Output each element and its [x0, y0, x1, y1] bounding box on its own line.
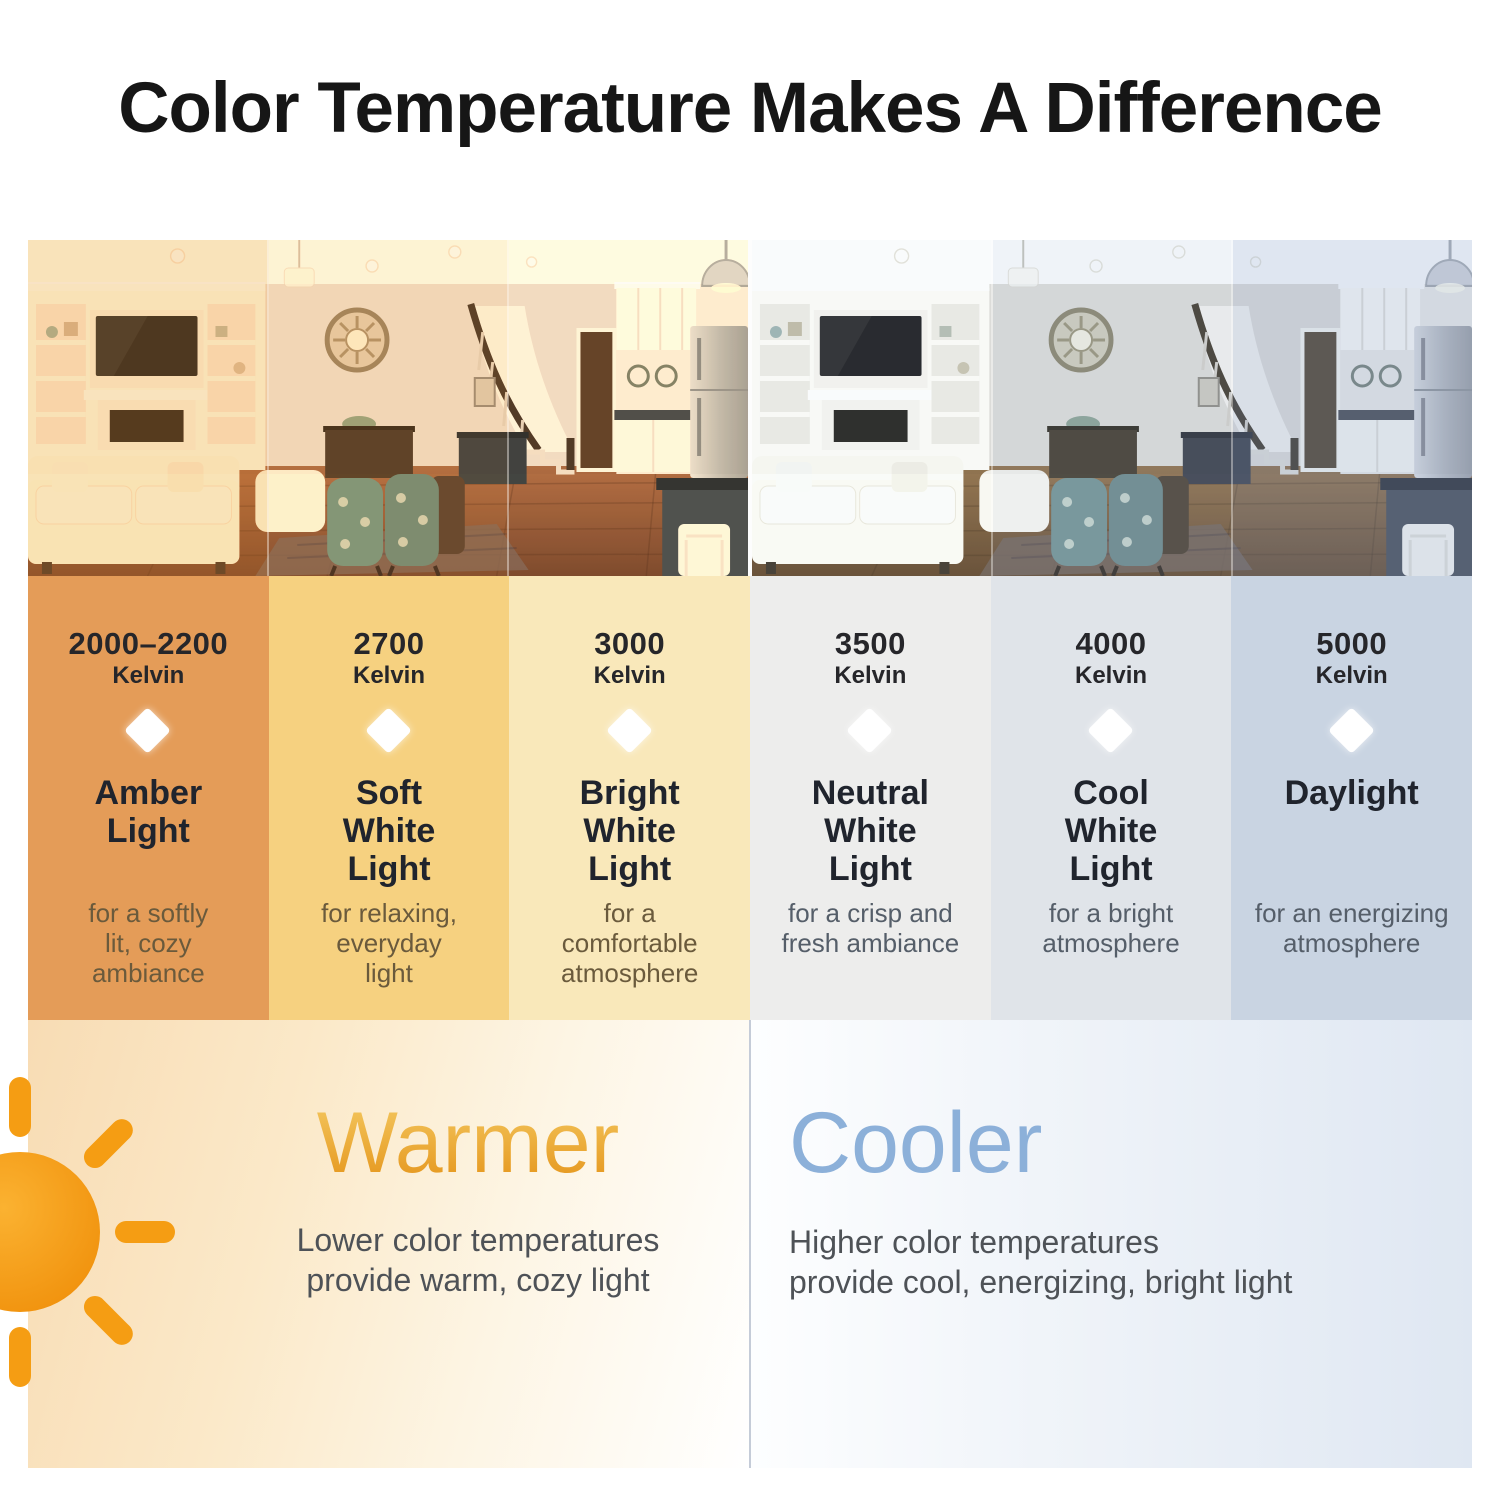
- kelvin-panel-daylight: 5000 Kelvin Daylight for an energizing a…: [1231, 576, 1473, 1020]
- kelvin-unit: Kelvin: [352, 662, 426, 689]
- kelvin-panel-cool-white: 4000 Kelvin Cool White Light for a brigh…: [990, 576, 1232, 1020]
- warmer-section: Warmer Lower color temperatures provide …: [0, 1020, 749, 1468]
- light-type-description: for relaxing, everyday light: [321, 898, 457, 989]
- living-room-illustration: [28, 240, 748, 576]
- kelvin-unit: Kelvin: [1315, 662, 1388, 689]
- diamond-icon: [1327, 707, 1375, 754]
- kelvin-unit: Kelvin: [593, 662, 666, 689]
- kelvin-unit: Kelvin: [112, 662, 185, 689]
- living-room-illustration: [752, 240, 1472, 576]
- warmer-description: Lower color temperatures provide warm, c…: [296, 1222, 660, 1298]
- cooler-heading: Cooler: [789, 1095, 1043, 1191]
- light-type-label: Daylight: [1284, 774, 1419, 812]
- diamond-icon: [605, 707, 653, 754]
- kelvin-value: 2000–2200: [68, 626, 229, 661]
- light-type-label: Amber Light: [94, 774, 203, 851]
- kelvin-panel-soft-white: 2700 Kelvin Soft White Light for relaxin…: [268, 576, 510, 1020]
- sun-icon: [0, 1072, 180, 1392]
- page-title: Color Temperature Makes A Difference: [118, 69, 1382, 148]
- kelvin-value: 3000: [594, 626, 666, 661]
- light-type-label: Bright White Light: [579, 774, 680, 889]
- kelvin-unit: Kelvin: [834, 662, 907, 689]
- cooler-description: Higher color temperatures provide cool, …: [789, 1224, 1293, 1300]
- cooler-section: Cooler Higher color temperatures provide…: [749, 1020, 1472, 1468]
- light-type-description: for an energizing atmosphere: [1254, 898, 1449, 959]
- kelvin-value: 5000: [1316, 626, 1388, 661]
- warmer-heading: Warmer: [178, 1100, 758, 1186]
- light-type-label: Neutral White Light: [811, 774, 929, 889]
- kelvin-panel-bright-white: 3000 Kelvin Bright White Light for a com…: [509, 576, 751, 1020]
- light-type-description: for a softly lit, cozy ambiance: [88, 898, 209, 989]
- kelvin-value: 2700: [353, 626, 425, 661]
- room-photo-strip: [28, 240, 1472, 576]
- light-type-description: for a bright atmosphere: [1042, 898, 1180, 959]
- light-type-description: for a crisp and fresh ambiance: [781, 898, 960, 959]
- kelvin-panel-amber: 2000–2200 Kelvin Amber Light for a softl…: [28, 576, 269, 1020]
- warm-room-photo: [28, 240, 748, 576]
- diamond-icon: [124, 707, 172, 754]
- diamond-icon: [1087, 707, 1134, 754]
- kelvin-value: 4000: [1075, 626, 1147, 661]
- light-type-label: Cool White Light: [1064, 774, 1158, 889]
- kelvin-panels: 2000–2200 Kelvin Amber Light for a softl…: [28, 576, 1473, 1020]
- diamond-icon: [846, 707, 894, 754]
- light-type-label: Soft White Light: [342, 774, 436, 889]
- diamond-icon: [365, 707, 412, 754]
- cool-room-photo: [748, 240, 1472, 576]
- kelvin-value: 3500: [834, 626, 906, 661]
- warm-cool-summary: Warmer Lower color temperatures provide …: [0, 1020, 1472, 1468]
- light-type-description: for a comfortable atmosphere: [561, 898, 699, 989]
- kelvin-unit: Kelvin: [1075, 662, 1148, 689]
- kelvin-panel-neutral-white: 3500 Kelvin Neutral White Light for a cr…: [750, 576, 991, 1020]
